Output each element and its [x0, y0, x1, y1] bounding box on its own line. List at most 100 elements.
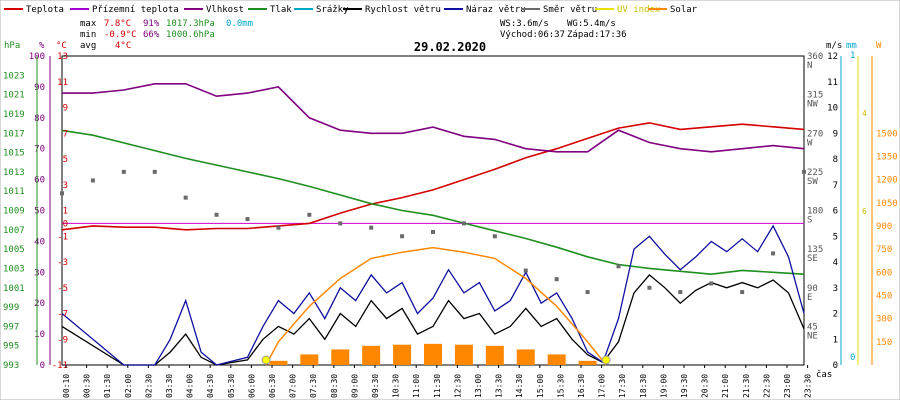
pressure-tick: 1011: [3, 187, 25, 197]
direction-tick: 315: [807, 91, 823, 101]
stats-max-hum: 91%: [143, 19, 160, 29]
x-tick-label: 16:30: [577, 374, 586, 398]
wind-direction-point: [554, 277, 559, 282]
stats-sunrise: Východ:06:37: [500, 30, 565, 40]
x-tick-label: 17:30: [618, 374, 627, 398]
stats-avg-temp: 4°C: [115, 41, 131, 51]
x-tick-label: 18:30: [639, 374, 648, 398]
direction-tick: SW: [807, 177, 818, 187]
humidity-tick: 20: [34, 299, 45, 309]
legend-label: Přízemní teplota: [92, 5, 179, 15]
solar-tick: 1500: [876, 129, 898, 139]
plot-area: [60, 55, 806, 366]
rain-axis-unit: mm: [846, 41, 857, 51]
x-tick-label: 13:30: [495, 374, 504, 398]
stats-min-hum: 66%: [143, 30, 160, 40]
pressure-tick: 997: [3, 322, 19, 332]
direction-tick: 360: [807, 52, 823, 62]
x-tick-label: 08:30: [330, 374, 339, 398]
temperature-tick: -5: [57, 284, 68, 294]
direction-tick: 225: [807, 168, 823, 178]
pressure-line: [61, 129, 805, 276]
x-tick-label: 03:30: [165, 374, 174, 398]
humidity-line: [62, 83, 805, 153]
pressure-tick: 999: [3, 303, 19, 313]
wind-direction-point: [121, 169, 126, 174]
pressure-axis-unit: hPa: [4, 41, 20, 51]
solar-tick: 150: [876, 338, 892, 348]
solar-tick: 750: [876, 245, 892, 255]
solar-tick: 1350: [876, 152, 898, 162]
wind-tick: 11: [827, 78, 838, 88]
pressure-tick: 1007: [3, 226, 25, 236]
solar-bar: [331, 349, 350, 365]
wind-direction-point: [709, 281, 714, 286]
stats-wg: WG:5.4m/s: [567, 19, 616, 29]
x-tick-label: 04:30: [206, 374, 215, 398]
direction-tick: NE: [807, 331, 818, 341]
solar-bar: [269, 360, 288, 365]
pressure-tick: 1023: [3, 71, 25, 81]
solar-tick: 300: [876, 315, 892, 325]
humidity-tick: 50: [34, 207, 45, 217]
x-tick-label: 00:30: [83, 374, 92, 398]
wind-direction-point: [214, 212, 219, 217]
wind-direction-point: [338, 221, 343, 226]
direction-tick: N: [807, 61, 812, 71]
temperature-tick: -3: [57, 258, 68, 268]
temperature-tick: 5: [63, 155, 68, 165]
humidity-tick: 40: [34, 237, 45, 247]
pressure-tick: 1015: [3, 149, 25, 159]
humidity-tick: 0: [40, 361, 45, 371]
stats-sunset: Západ:17:36: [567, 30, 627, 40]
humidity-tick: 10: [34, 330, 45, 340]
x-tick-label: 06:00: [247, 374, 256, 398]
axes: hPa% °C1023102110191017101510131011100910…: [3, 41, 898, 398]
legend-label: Tlak: [270, 5, 292, 15]
temperature-tick: 9: [63, 104, 68, 114]
x-tick-label: 06:30: [268, 374, 277, 398]
direction-tick: 135: [807, 245, 823, 255]
direction-tick: 270: [807, 129, 823, 139]
wind-tick: 3: [833, 284, 838, 294]
pressure-tick: 995: [3, 342, 19, 352]
pressure-tick: 1005: [3, 245, 25, 255]
direction-tick: SE: [807, 254, 818, 264]
wind-direction-point: [90, 178, 95, 183]
solar-axis-unit: W: [876, 41, 882, 51]
humidity-tick: 70: [34, 145, 45, 155]
legend-label: Srážky: [316, 5, 349, 15]
solar-bar: [424, 343, 442, 365]
stats-min-press: 1000.6hPa: [166, 30, 215, 40]
legend-label: Solar: [670, 5, 698, 15]
pressure-tick: 1009: [3, 207, 25, 217]
pressure-tick: 1021: [3, 91, 25, 101]
temperature-tick: -9: [57, 335, 68, 345]
wind-direction-point: [276, 225, 281, 230]
sunset-marker: [601, 355, 611, 365]
wind-tick: 6: [833, 207, 838, 217]
uv-tick: 4: [862, 109, 867, 118]
direction-tick: 90: [807, 284, 818, 294]
pressure-tick: 1019: [3, 110, 25, 120]
stats-max-temp: 7.8°C: [104, 19, 131, 29]
x-tick-label: 19:00: [659, 374, 668, 398]
temperature-tick: 11: [57, 78, 68, 88]
wind-tick: 10: [827, 104, 838, 114]
legend-label: Rychlost větru: [365, 5, 441, 15]
wind-axis-unit: m/s: [826, 41, 842, 51]
x-tick-label: 02:30: [144, 374, 153, 398]
x-tick-label: 05:30: [227, 374, 236, 398]
direction-tick: NW: [807, 100, 818, 110]
stats-avg-label: avg: [80, 41, 96, 51]
temperature-tick: -11: [52, 361, 68, 371]
stats-min-temp: -0.9°C: [104, 30, 137, 40]
solar-bar: [362, 345, 381, 365]
legend-label: UV index: [617, 5, 661, 15]
x-tick-label: 21:00: [721, 374, 730, 398]
pressure-tick: 1017: [3, 129, 25, 139]
solar-tick: 1050: [876, 199, 898, 209]
wind-tick: 5: [833, 232, 838, 242]
x-axis-label: čas: [816, 369, 832, 380]
